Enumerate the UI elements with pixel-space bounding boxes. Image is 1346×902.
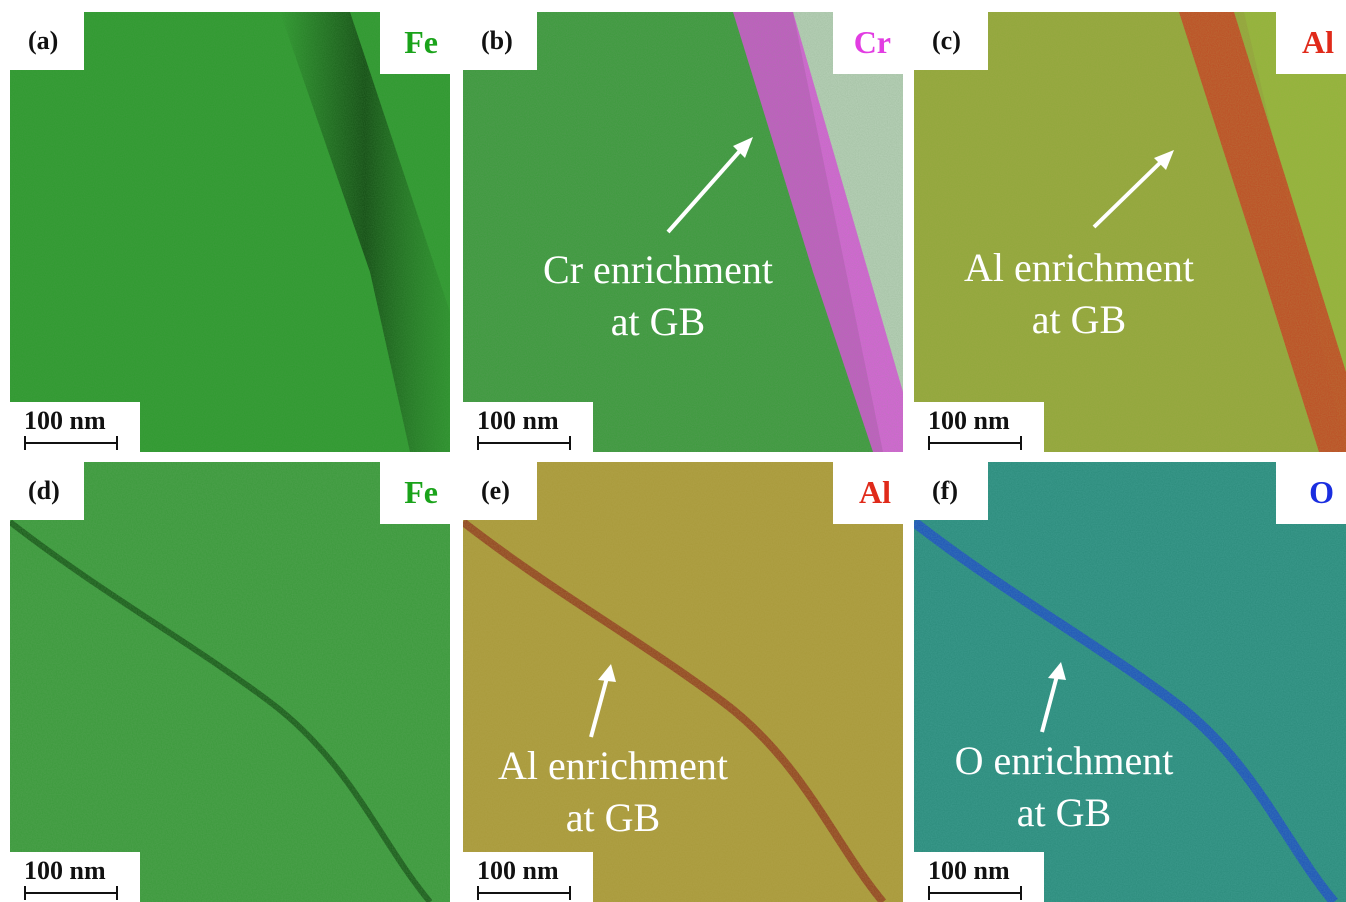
element-label: Cr [853,24,891,60]
scale-bar: 100 nm [463,402,593,452]
scale-bar-line [928,886,1022,900]
annotation-line-1: Al enrichment [498,743,728,788]
panel-label: (b) [481,26,513,55]
eds-map-fe [10,12,450,452]
panel-e: Al enrichment at GB (e) Al 100 nm [463,462,903,902]
scale-bar-line [477,436,571,450]
element-label: Fe [404,474,438,510]
element-label-box: Fe [380,462,450,524]
scale-bar-label: 100 nm [24,406,106,435]
enrichment-annotation: Cr enrichment at GB [523,244,793,348]
element-label: Al [859,474,891,510]
annotation-line-1: O enrichment [954,738,1174,783]
scale-bar-label: 100 nm [928,406,1010,435]
annotation-line-2: at GB [1031,297,1127,342]
panel-a: (a) Fe 100 nm [10,12,450,452]
eds-map-al [463,462,903,902]
element-label: Fe [404,24,438,60]
scale-bar-label: 100 nm [477,406,559,435]
scale-bar: 100 nm [463,852,593,902]
enrichment-annotation: Al enrichment at GB [944,242,1214,346]
panel-label-box: (c) [914,12,988,70]
annotation-line-1: Cr enrichment [543,247,773,292]
eds-map-cr [463,12,903,452]
scale-bar-label: 100 nm [477,856,559,885]
eds-map-fe [10,462,450,902]
scale-bar: 100 nm [914,852,1044,902]
element-label-box: Fe [380,12,450,74]
element-label: Al [1302,24,1334,60]
panel-label: (e) [481,476,510,505]
panel-label: (a) [28,26,59,55]
panel-label: (d) [28,476,60,505]
annotation-line-1: Al enrichment [964,245,1194,290]
enrichment-annotation: Al enrichment at GB [478,740,748,844]
scale-bar-label: 100 nm [928,856,1010,885]
panel-label-box: (f) [914,462,988,520]
element-label: O [1309,474,1334,510]
eds-map-o [914,462,1346,902]
panel-label-box: (d) [10,462,84,520]
scale-bar-line [928,436,1022,450]
scale-bar-label: 100 nm [24,856,106,885]
scale-bar: 100 nm [914,402,1044,452]
enrichment-annotation: O enrichment at GB [929,735,1199,839]
panel-b: Cr enrichment at GB (b) Cr 100 nm [463,12,903,452]
element-label-box: Al [833,462,903,524]
panel-c: Al enrichment at GB (c) Al 100 nm [914,12,1346,452]
panel-f: O enrichment at GB (f) O 100 nm [914,462,1346,902]
element-label-box: Al [1276,12,1346,74]
scale-bar: 100 nm [10,402,140,452]
scale-bar-line [477,886,571,900]
panel-label-box: (b) [463,12,537,70]
panel-label: (c) [932,26,961,55]
element-label-box: O [1276,462,1346,524]
annotation-line-2: at GB [610,299,706,344]
scale-bar-line [24,436,118,450]
scale-bar: 100 nm [10,852,140,902]
panel-label: (f) [932,476,958,505]
scale-bar-line [24,886,118,900]
panel-label-box: (e) [463,462,537,520]
annotation-line-2: at GB [565,795,661,840]
eds-map-al [914,12,1346,452]
element-label-box: Cr [833,12,903,74]
panel-d: (d) Fe 100 nm [10,462,450,902]
panel-label-box: (a) [10,12,84,70]
annotation-line-2: at GB [1016,790,1112,835]
